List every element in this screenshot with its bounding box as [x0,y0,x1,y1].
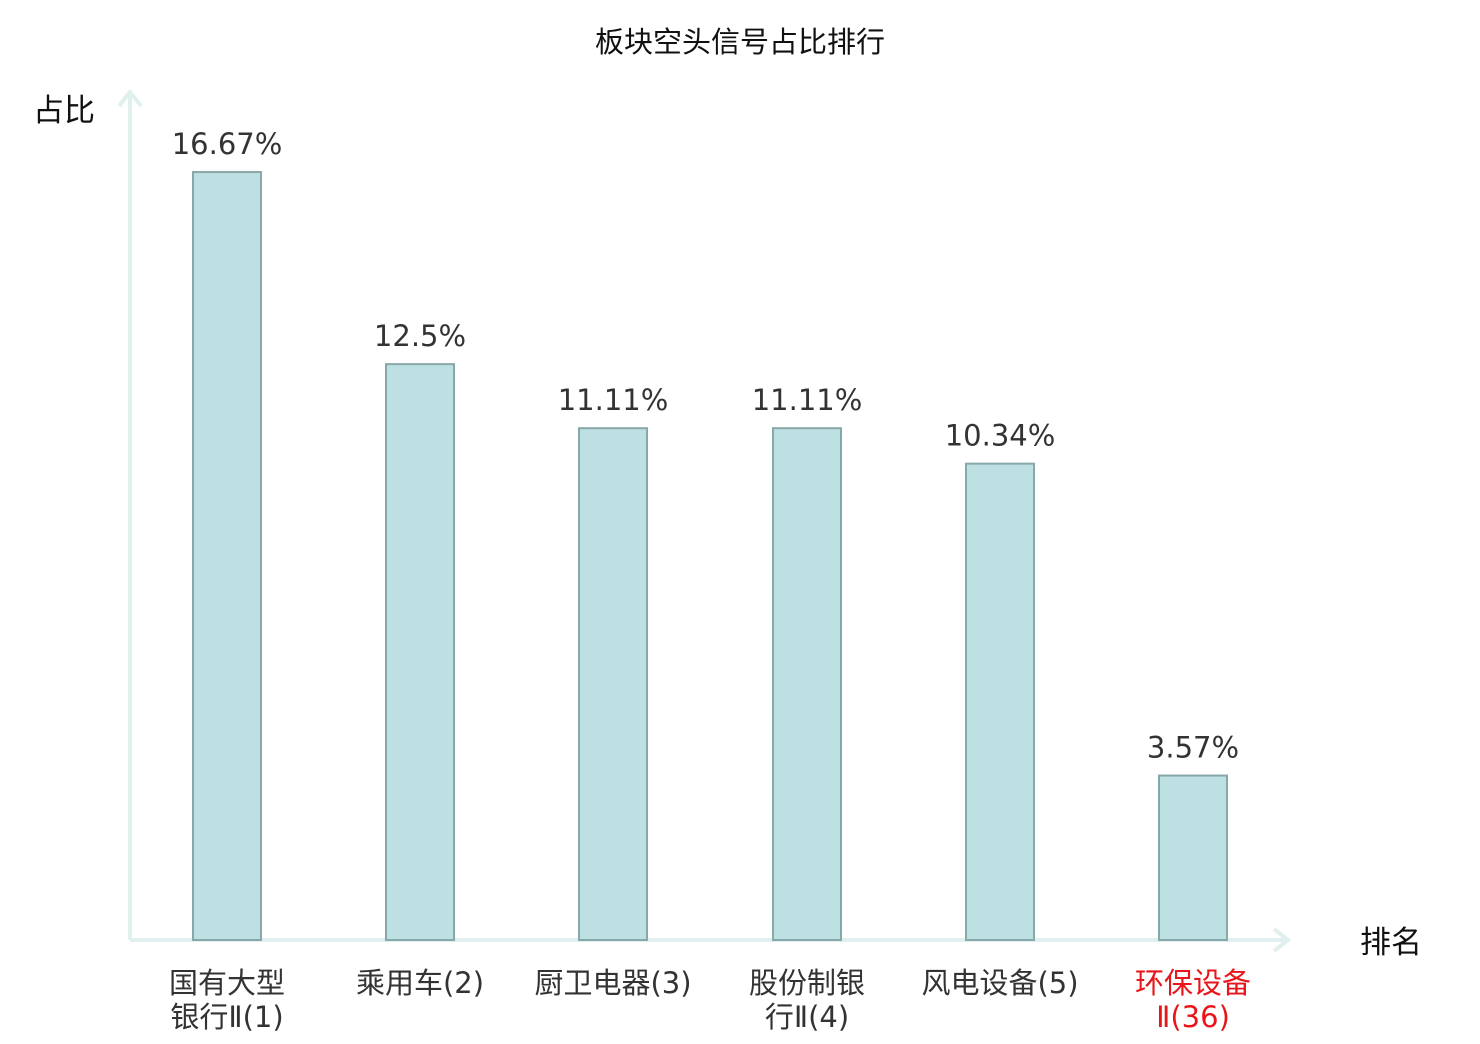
value-label-1: 16.67% [172,127,283,161]
category-label-6: 环保设备 Ⅱ(36) [1135,966,1251,1034]
category-label-1: 国有大型银行Ⅱ(1) [169,966,285,1034]
value-label-2: 12.5% [374,319,466,353]
x-axis-arrow [1272,927,1292,953]
category-label-3-line-1: 厨卫电器(3) [534,966,691,1000]
category-label-6-line-2: Ⅱ(36) [1156,1000,1230,1034]
category-label-4-line-2: 行Ⅱ(4) [765,1000,849,1034]
chart-title: 板块空头信号占比排行 [595,25,885,59]
category-label-5: 风电设备(5) [921,966,1078,1000]
category-label-4: 股份制银行Ⅱ(4) [749,966,865,1034]
bar-4 [772,427,842,941]
value-label-3: 11.11% [558,383,669,417]
y-axis-label: 占比 [33,93,95,129]
value-label-5: 10.34% [945,419,1056,453]
category-label-2: 乘用车(2) [356,966,484,1000]
category-label-5-line-1: 风电设备(5) [921,966,1078,1000]
category-label-4-line-1: 股份制银 [749,966,865,1000]
bar-5 [965,462,1035,941]
category-label-1-line-2: 银行Ⅱ(1) [170,1000,283,1034]
category-label-2-line-1: 乘用车(2) [356,966,484,1000]
y-axis-arrow [117,88,143,108]
value-label-6: 3.57% [1147,731,1239,765]
bar-1 [192,171,262,942]
category-label-3: 厨卫电器(3) [534,966,691,1000]
value-label-4: 11.11% [752,383,863,417]
bar-6 [1158,774,1228,941]
bar-3 [578,427,648,941]
x-axis-label: 排名 [1360,925,1422,961]
value-label-group: 16.67% 12.5% 11.11% 11.11% 10.34% 3.57% [172,127,1239,764]
category-label-group: 国有大型银行Ⅱ(1) 乘用车(2) 厨卫电器(3) 股份制银行Ⅱ(4) 风电设备(5) 环… [169,966,1251,1034]
category-label-1-line-1: 国有大型 [169,966,285,1000]
bar-series [192,171,1228,942]
category-label-6-line-1: 环保设备 [1135,966,1251,1000]
bar-2 [385,363,455,942]
